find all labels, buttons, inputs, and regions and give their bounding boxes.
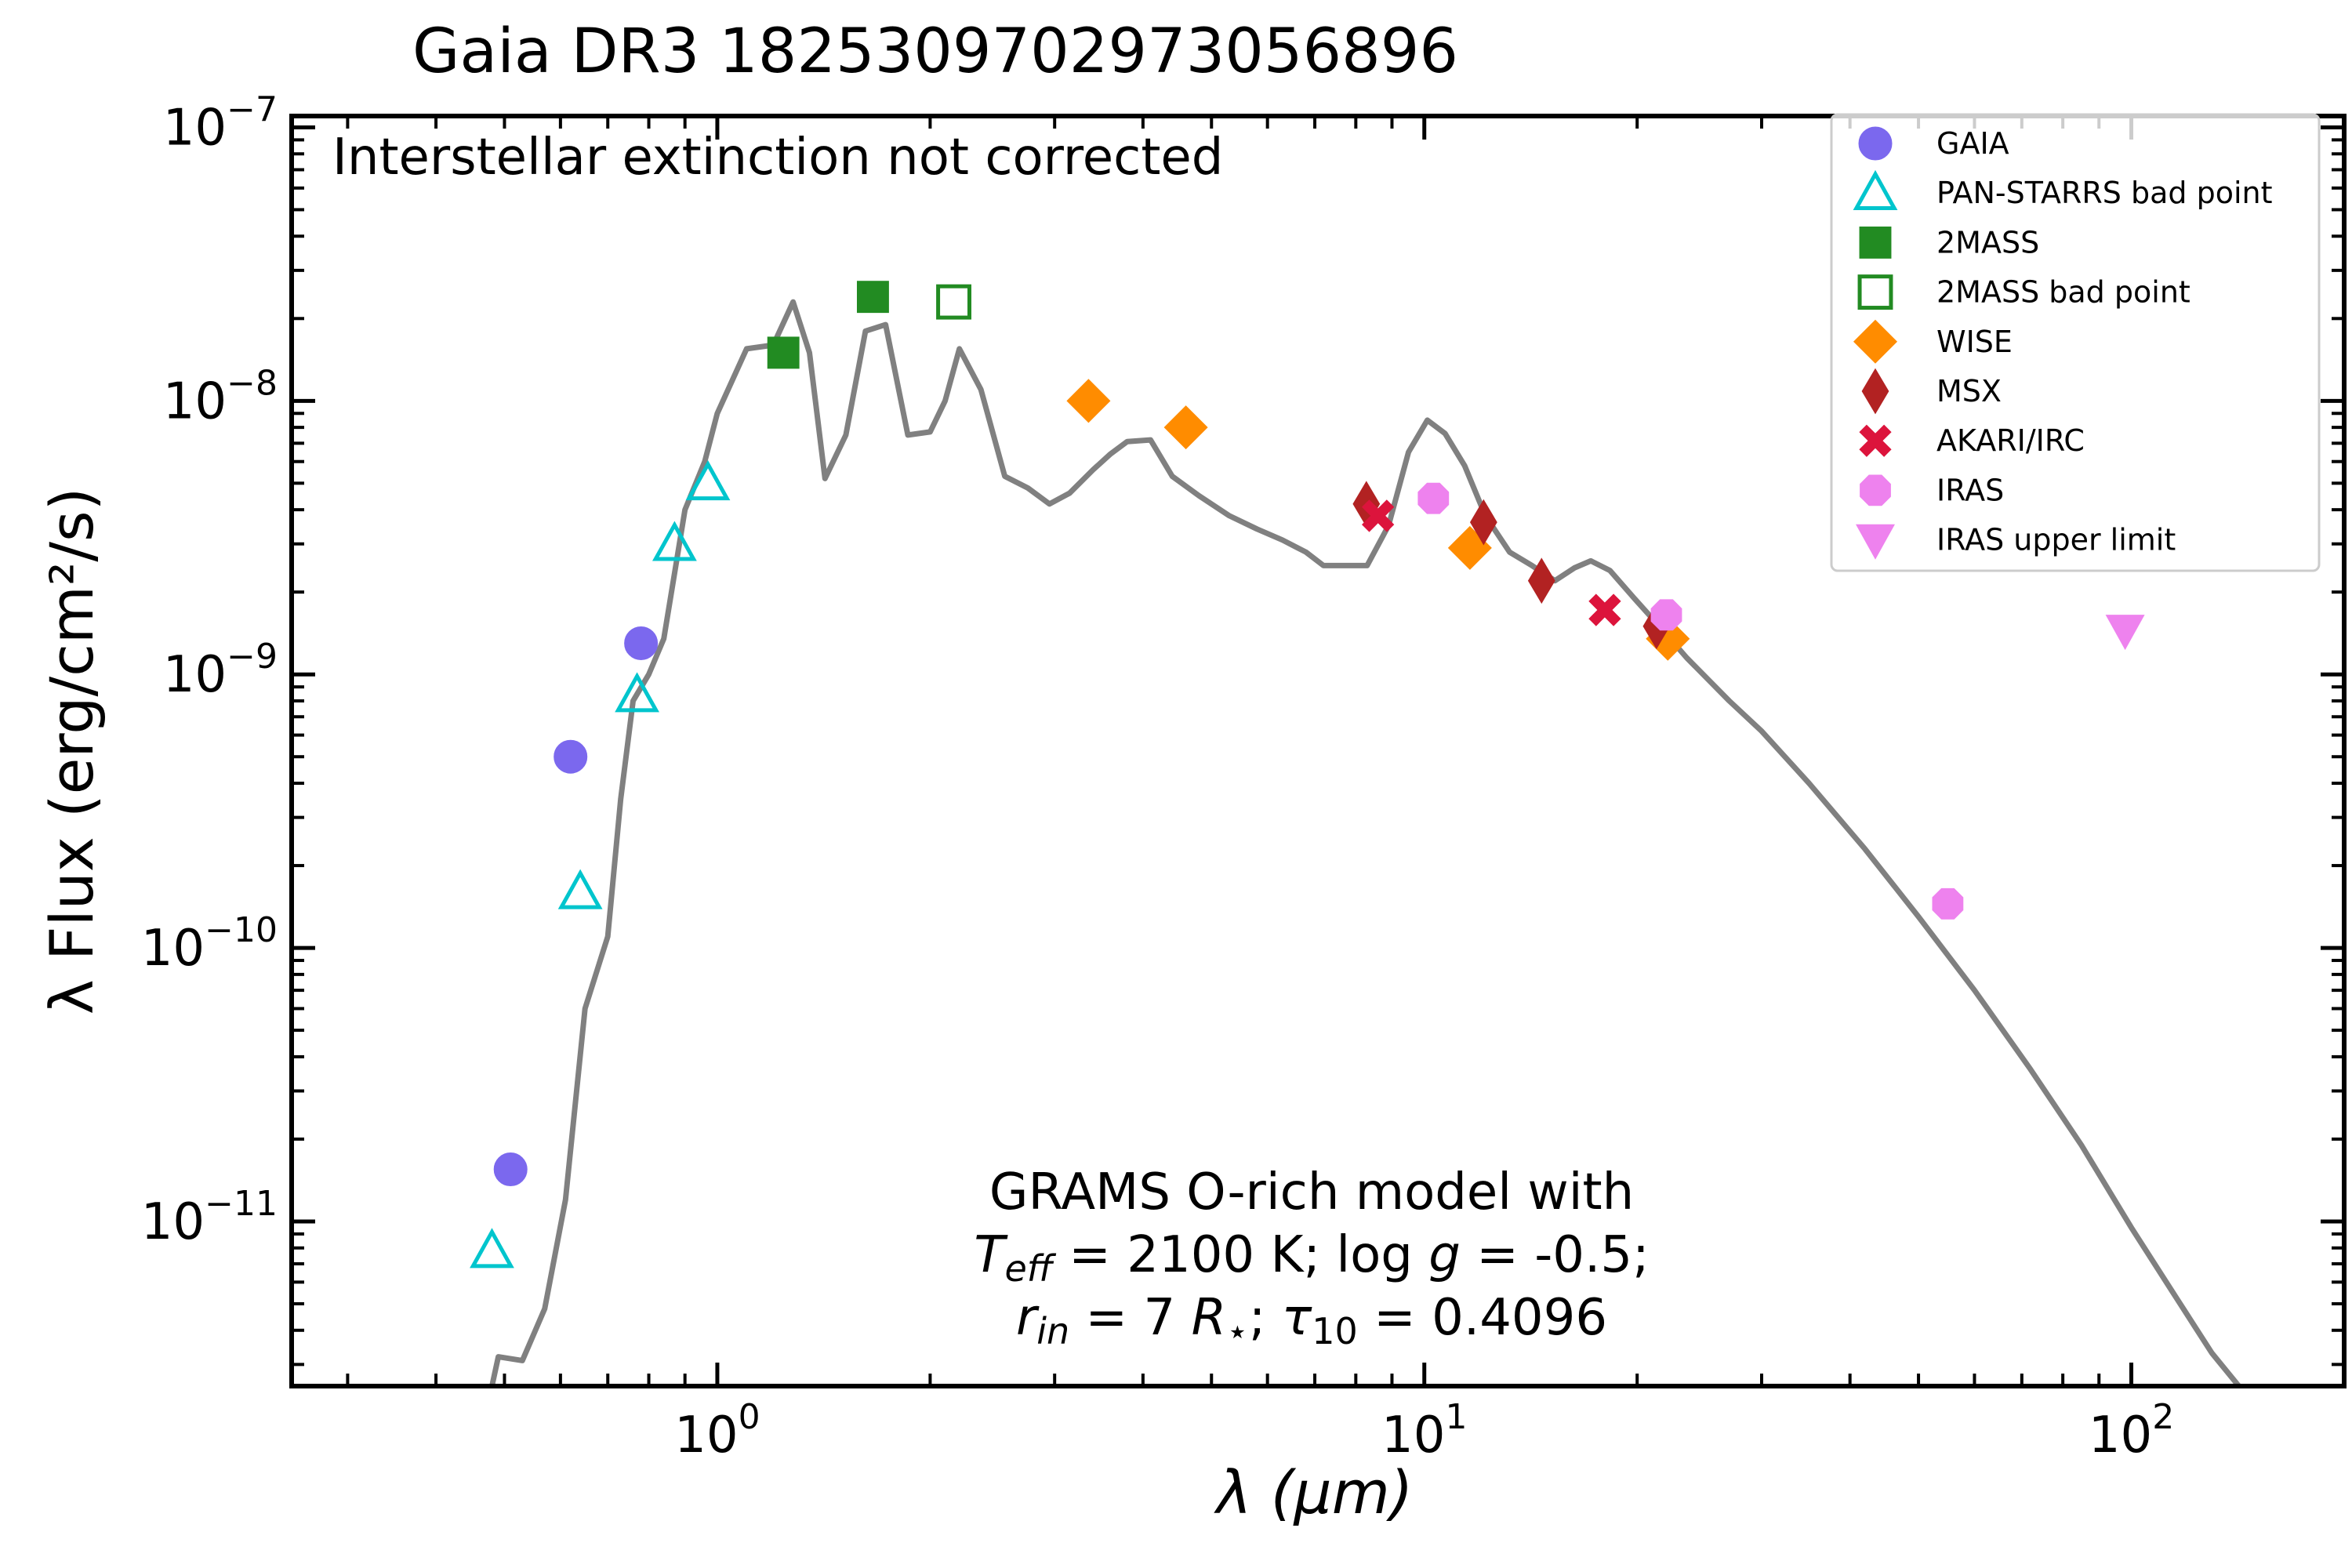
- legend-label-pan-starrs-bad-point: PAN-STARRS bad point: [1936, 176, 2273, 210]
- data-point-pan-starrs-bad-point-2: [557, 869, 603, 909]
- y-axis-label: λ Flux (erg/cm²/s): [37, 488, 107, 1015]
- chart-title: Gaia DR3 1825309702973056896: [412, 16, 1458, 87]
- x-tick-label: 100: [674, 1397, 760, 1465]
- legend-label-iras: IRAS: [1936, 473, 2004, 507]
- data-point-msx-3: [1527, 557, 1555, 604]
- model-note-line2: Teff = 2100 K; log g = -0.5;: [974, 1226, 1649, 1290]
- data-point-pan-starrs-bad-point-4: [652, 521, 697, 561]
- legend-marker-gaia: [1858, 126, 1893, 161]
- data-point-pan-starrs-bad-point-1: [470, 1228, 514, 1269]
- extinction-note: Interstellar extinction not corrected: [332, 129, 1223, 187]
- x-tick-label: 101: [1381, 1397, 1467, 1465]
- legend-marker-pan-starrs-bad-point: [1853, 169, 1898, 211]
- legend-marker-msx: [1861, 368, 1889, 415]
- data-points-layer: [470, 281, 2145, 1269]
- legend-label-iras-upper-limit: IRAS upper limit: [1936, 523, 2176, 557]
- y-tick-label: 10−11: [141, 1184, 278, 1251]
- legend-marker-wise: [1853, 319, 1898, 364]
- model-layer: [489, 299, 2243, 1386]
- legend-marker-iras-upper-limit: [1856, 524, 1895, 560]
- data-point-iras-upper-limit-1: [2105, 615, 2145, 651]
- legend: GAIA PAN-STARRS bad point 2MASS 2MASS bad p…: [1830, 113, 2321, 572]
- axis-tick-labels: 100 101 102 10−7 10−8 10−9 10−10 10−11: [141, 89, 2175, 1465]
- legend-marker-iras: [1860, 474, 1891, 506]
- axis-ticks: [292, 116, 2346, 1386]
- model-note-line1: GRAMS O-rich model with: [989, 1163, 1634, 1221]
- data-point-gaia-2: [554, 739, 588, 774]
- legend-label-2mass-bad-point: 2MASS bad point: [1936, 275, 2190, 310]
- legend-label-wise: WISE: [1936, 325, 2013, 359]
- y-tick-label: 10−7: [163, 89, 278, 157]
- model-note-line3: rin = 7 R⋆; τ10 = 0.4096: [1016, 1289, 1607, 1352]
- data-point-iras-2: [1650, 599, 1682, 631]
- legend-label-akari-irc: AKARI/IRC: [1936, 423, 2085, 458]
- legend-label-2mass: 2MASS: [1936, 225, 2039, 260]
- data-point-wise-1: [1066, 379, 1111, 423]
- y-tick-label: 10−8: [163, 363, 278, 430]
- legend-marker-akari-irc: [1859, 424, 1892, 457]
- legend-marker-2mass-bad-point: [1857, 274, 1893, 310]
- data-point-gaia-1: [493, 1152, 528, 1187]
- data-point-pan-starrs-bad-point-3: [615, 672, 659, 713]
- data-point-wise-2: [1163, 405, 1208, 450]
- x-tick-label: 102: [2089, 1397, 2174, 1465]
- data-point-msx-2: [1469, 499, 1497, 546]
- legend-marker-2mass: [1859, 226, 1892, 259]
- data-point-2mass-bad-point-1: [936, 284, 971, 320]
- data-point-2mass-1: [767, 336, 800, 369]
- model-description: GRAMS O-rich model with Teff = 2100 K; l…: [974, 1163, 1649, 1352]
- legend-frame: [1830, 113, 2321, 572]
- legend-label-gaia: GAIA: [1936, 126, 2009, 161]
- model-sed-line: [489, 299, 2243, 1386]
- x-axis-label: λ (μm): [1214, 1457, 1414, 1527]
- data-point-gaia-3: [624, 626, 659, 660]
- y-tick-label: 10−9: [163, 637, 278, 704]
- plot-frame: [289, 114, 2347, 1388]
- data-point-iras-3: [1932, 887, 1964, 920]
- data-point-iras-1: [1417, 482, 1450, 514]
- data-point-pan-starrs-bad-point-5: [685, 460, 731, 501]
- legend-label-msx: MSX: [1936, 374, 2002, 408]
- data-point-2mass-2: [856, 281, 889, 314]
- data-point-akari-irc-2: [1588, 593, 1621, 626]
- y-tick-label: 10−10: [141, 910, 278, 978]
- data-point-akari-irc-1: [1361, 499, 1395, 532]
